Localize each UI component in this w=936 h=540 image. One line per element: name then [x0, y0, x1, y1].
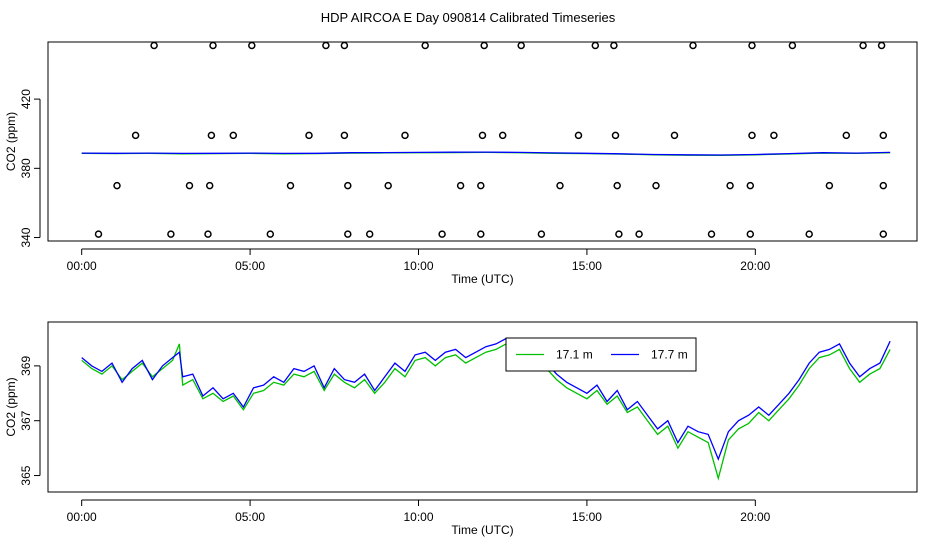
panel-top: 00:00 05:00 10:00 15:00 20:00 Time (UTC) 340 38…: [4, 41, 918, 286]
data-point: [185, 181, 194, 190]
y-tick-label: 340: [19, 227, 33, 247]
data-point: [456, 181, 465, 190]
series-line: [81, 337, 891, 461]
x-tick-label: 00:00: [67, 510, 97, 524]
legend-label-17-7: 17.7 m: [651, 348, 688, 362]
data-point: [746, 230, 755, 238]
data-point: [477, 230, 485, 238]
data-point: [746, 181, 755, 190]
data-point: [748, 41, 756, 50]
data-point: [556, 181, 564, 190]
y-axis-label: CO2 (ppm): [4, 112, 18, 171]
data-point: [266, 230, 275, 238]
data-point: [689, 41, 697, 50]
data-point: [478, 131, 487, 140]
data-point: [825, 181, 834, 190]
y-tick-label: 365: [19, 465, 33, 485]
data-point: [209, 41, 217, 50]
data-point: [204, 230, 212, 238]
data-point: [344, 230, 352, 238]
x-tick-label: 10:00: [403, 259, 433, 273]
y-tick-label: 380: [19, 158, 33, 178]
data-point: [340, 131, 349, 140]
data-point: [805, 230, 813, 238]
data-point: [438, 230, 446, 238]
plot-frame: [47, 41, 918, 242]
data-point: [131, 131, 140, 140]
data-point: [859, 41, 867, 50]
data-point: [879, 131, 888, 140]
data-point: [591, 41, 600, 50]
x-tick-label: 10:00: [403, 510, 433, 524]
data-point: [421, 41, 429, 50]
data-point: [615, 230, 623, 238]
data-point: [788, 41, 797, 50]
data-point: [344, 181, 352, 190]
data-point: [480, 41, 488, 50]
series-line: [81, 343, 891, 481]
data-point: [537, 230, 546, 238]
chart-title: HDP AIRCOA E Day 090814 Calibrated Times…: [321, 10, 616, 25]
x-tick-label: 15:00: [572, 259, 602, 273]
data-point: [498, 131, 507, 140]
data-point: [770, 131, 778, 140]
data-point: [113, 181, 121, 190]
data-point: [477, 181, 485, 190]
data-point: [365, 230, 374, 238]
data-point: [401, 131, 409, 140]
data-point: [652, 181, 660, 190]
x-axis-label: Time (UTC): [451, 523, 513, 537]
data-point: [248, 41, 256, 50]
y-axis-label: CO2 (ppm): [4, 377, 18, 436]
y-tick-label: 367: [19, 410, 33, 430]
legend-label-17-1: 17.1 m: [556, 348, 593, 362]
x-tick-label: 20:00: [740, 510, 770, 524]
x-tick-label: 05:00: [235, 510, 265, 524]
data-point: [150, 41, 158, 50]
data-point: [167, 230, 175, 238]
panel-bottom: 00:00 05:00 10:00 15:00 20:00 Time (UTC) 365 36…: [4, 321, 918, 537]
data-point: [205, 181, 214, 190]
data-point: [611, 131, 620, 140]
data-point: [286, 181, 295, 190]
data-point: [305, 131, 313, 140]
data-point: [877, 41, 886, 50]
data-point: [574, 131, 583, 140]
data-point: [670, 131, 679, 140]
data-point: [610, 41, 618, 50]
data-point: [322, 41, 330, 50]
data-point: [613, 181, 621, 190]
data-point: [726, 181, 734, 190]
y-tick-label: 369: [19, 356, 33, 376]
data-point: [879, 230, 888, 238]
data-point: [879, 181, 888, 190]
x-tick-label: 15:00: [572, 510, 602, 524]
x-tick-label: 05:00: [235, 259, 265, 273]
data-point: [340, 41, 349, 50]
data-point: [384, 181, 392, 190]
plot-frame: [47, 321, 918, 493]
data-point: [94, 230, 103, 238]
y-tick-label: 420: [19, 89, 33, 109]
series-line: [81, 151, 891, 156]
x-tick-label: 20:00: [740, 259, 770, 273]
data-point: [517, 41, 525, 50]
data-point: [707, 230, 716, 238]
data-point: [748, 131, 756, 140]
data-point: [842, 131, 851, 140]
data-point: [229, 131, 238, 140]
x-axis-label: Time (UTC): [451, 272, 513, 286]
x-tick-label: 00:00: [67, 259, 97, 273]
data-point: [635, 230, 643, 238]
data-point: [207, 131, 216, 140]
